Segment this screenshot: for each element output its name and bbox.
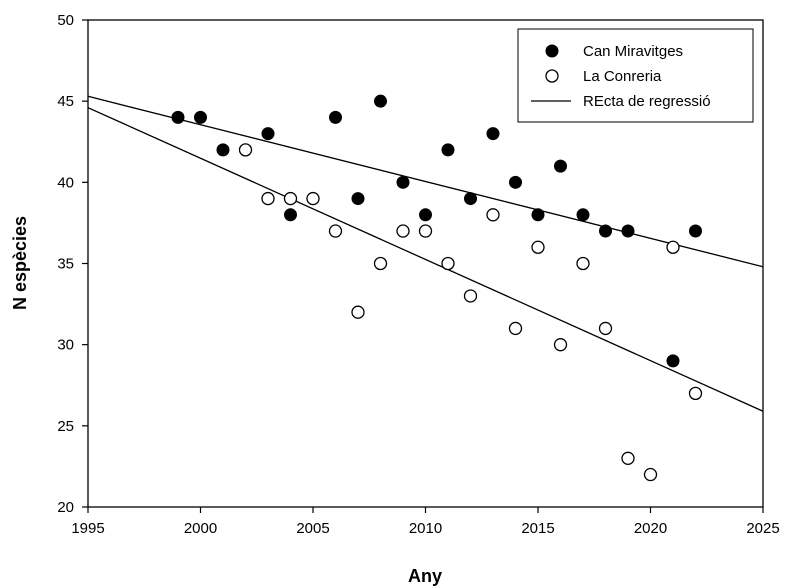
point-can-miravitges-2003: [261, 127, 275, 141]
point-la-conreria-2022: [688, 386, 703, 401]
y-tick-label-35: 35: [57, 256, 74, 273]
point-la-conreria-2014: [508, 321, 523, 336]
point-la-conreria-2005: [306, 191, 320, 206]
x-tick-label-2010: 2010: [409, 520, 442, 537]
point-la-conreria-2016: [553, 338, 568, 352]
point-la-conreria-2008: [373, 256, 388, 271]
x-tick-label-2005: 2005: [296, 520, 329, 537]
point-can-miravitges-2001: [216, 143, 230, 157]
legend-label-la-conreria: La Conreria: [583, 68, 662, 85]
x-tick-label-2020: 2020: [634, 520, 667, 537]
point-can-miravitges-2019: [621, 224, 635, 238]
point-can-miravitges-2012: [464, 192, 477, 206]
point-la-conreria-2010: [418, 224, 433, 238]
point-can-miravitges-2013: [486, 127, 500, 141]
y-axis-title: N espècies: [10, 216, 30, 310]
point-can-miravitges-2009: [396, 175, 410, 189]
point-can-miravitges-2018: [599, 224, 612, 238]
point-can-miravitges-1999: [171, 110, 185, 124]
point-can-miravitges-2022: [689, 224, 702, 238]
y-axis-ticks: 20 25 30 35 40 45 50: [57, 12, 88, 516]
point-la-conreria-2009: [396, 224, 410, 238]
legend-marker-can-miravitges: [545, 44, 559, 58]
point-la-conreria-2007: [351, 305, 365, 319]
regression-line-1: [87, 95, 764, 268]
point-la-conreria-2002: [238, 143, 253, 157]
point-la-conreria-2006: [328, 224, 343, 238]
point-can-miravitges-2014: [509, 175, 522, 189]
legend-marker-la-conreria: [545, 69, 559, 83]
y-tick-label-25: 25: [57, 418, 74, 435]
data-points: [171, 94, 703, 482]
point-la-conreria-2015: [531, 240, 545, 254]
point-la-conreria-2004: [283, 191, 298, 206]
point-can-miravitges-2017: [576, 208, 590, 222]
y-tick-label-30: 30: [57, 337, 74, 354]
point-can-miravitges-2016: [554, 159, 567, 173]
point-la-conreria-2019: [621, 451, 635, 465]
x-tick-label-1995: 1995: [71, 520, 104, 537]
point-la-conreria-2018: [598, 321, 613, 336]
y-tick-label-40: 40: [57, 174, 74, 191]
point-can-miravitges-2004: [284, 208, 297, 222]
point-la-conreria-2020: [643, 467, 658, 482]
x-axis-title: Any: [408, 566, 442, 586]
x-tick-label-2000: 2000: [184, 520, 217, 537]
x-tick-label-2015: 2015: [521, 520, 554, 537]
point-la-conreria-2021: [666, 240, 680, 254]
point-can-miravitges-2010: [419, 208, 432, 222]
point-la-conreria-2011: [441, 256, 455, 271]
point-can-miravitges-2000: [194, 110, 207, 124]
point-can-miravitges-2021: [666, 354, 680, 368]
y-tick-label-45: 45: [57, 93, 74, 110]
legend: Can Miravitges La Conreria REcta de regr…: [517, 28, 754, 123]
legend-label-regression: REcta de regressió: [583, 93, 711, 110]
x-tick-label-2025: 2025: [746, 520, 779, 537]
x-axis-ticks: 1995 2000 2005 2010 2015 2020 2025: [71, 507, 780, 537]
point-la-conreria-2012: [463, 289, 478, 303]
point-can-miravitges-2006: [329, 110, 342, 124]
point-can-miravitges-2015: [531, 208, 545, 222]
point-can-miravitges-2007: [351, 192, 365, 206]
regression-line-2: [87, 107, 764, 412]
y-tick-label-20: 20: [57, 499, 74, 516]
regression-lines: [87, 95, 764, 412]
point-can-miravitges-2008: [374, 94, 387, 108]
point-la-conreria-2013: [486, 208, 500, 222]
y-tick-label-50: 50: [57, 12, 74, 29]
point-can-miravitges-2011: [441, 143, 455, 157]
point-la-conreria-2017: [576, 256, 590, 271]
legend-label-can-miravitges: Can Miravitges: [583, 43, 683, 60]
point-la-conreria-2003: [261, 191, 275, 206]
